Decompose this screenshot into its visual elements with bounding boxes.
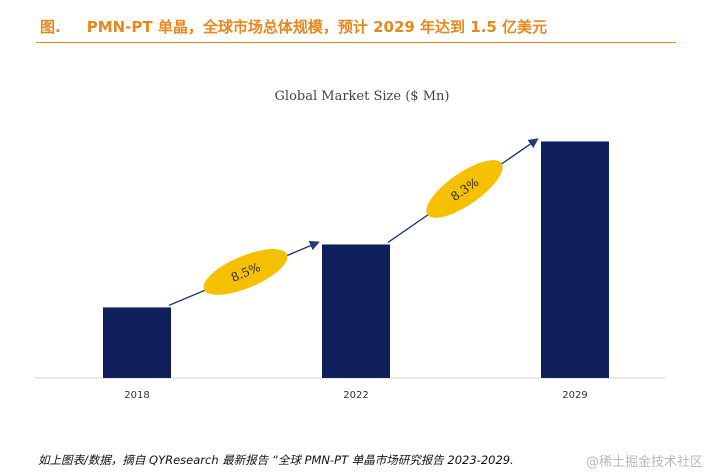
growth-label-1: 8.5% (203, 249, 288, 295)
bar-2029 (541, 141, 609, 378)
x-tick-label-2029: 2029 (562, 390, 587, 401)
bar-2022 (322, 244, 390, 378)
figure-label: 图. (40, 18, 61, 36)
growth-badge-2 (426, 160, 503, 218)
title-divider (36, 42, 676, 43)
growth-badge-1 (203, 249, 288, 295)
figure-title: 图. PMN-PT 单晶，全球市场总体规模，预计 2029 年达到 1.5 亿美元 (40, 16, 547, 37)
x-tick-label-2022: 2022 (343, 390, 368, 401)
bar-2018 (103, 307, 171, 378)
figure-title-text: PMN-PT 单晶，全球市场总体规模，预计 2029 年达到 1.5 亿美元 (86, 18, 548, 36)
watermark: @稀土掘金技术社区 (585, 455, 703, 470)
plot-area: 2018 2022 2029 8.5% 8.3% (35, 138, 665, 401)
chart-title: Global Market Size ($ Mn) (275, 89, 450, 104)
x-tick-label-2018: 2018 (124, 390, 149, 401)
growth-label-2: 8.3% (426, 160, 503, 218)
source-note: 如上图表/数据，摘自 QYResearch 最新报告 “全球 PMN-PT 单晶… (38, 453, 514, 467)
